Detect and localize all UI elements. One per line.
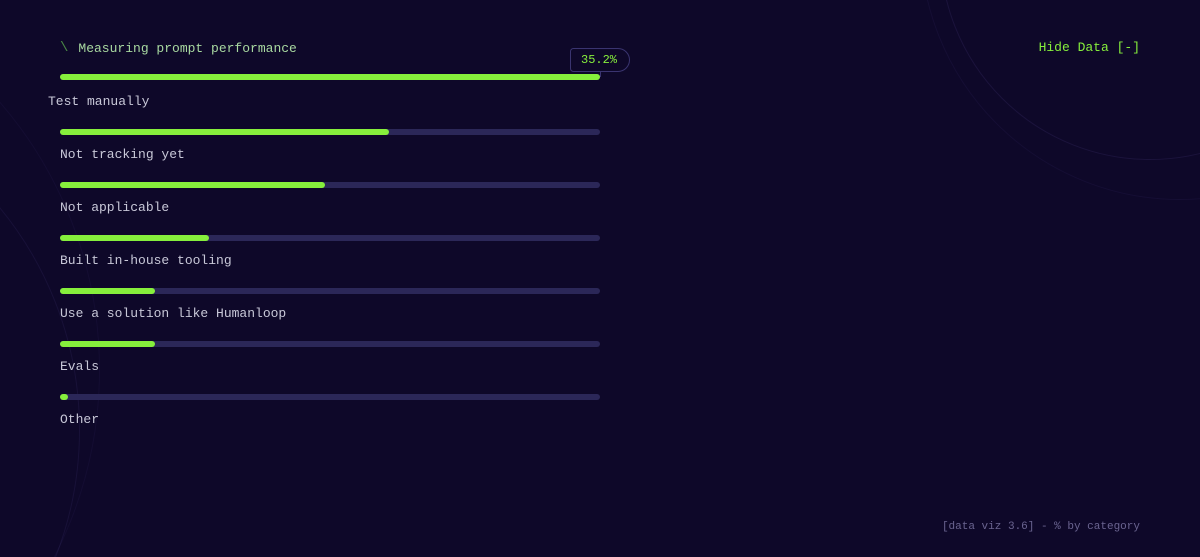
- bar-label: Other: [60, 412, 600, 427]
- bar-track: [60, 394, 600, 400]
- bar-track: [60, 182, 600, 188]
- hide-data-toggle[interactable]: Hide Data [-]: [1039, 40, 1140, 55]
- bar-label: Evals: [60, 359, 600, 374]
- bar-fill: [60, 341, 155, 347]
- chart-card: \ Measuring prompt performance Hide Data…: [60, 40, 1140, 527]
- bar-fill: [60, 235, 209, 241]
- chart-area: 35.2%Test manually Not tracking yet Not ap…: [60, 74, 600, 427]
- bar-fill: [60, 288, 155, 294]
- bar-label: Use a solution like Humanloop: [60, 306, 600, 321]
- bar-row: Built in-house tooling: [60, 235, 600, 268]
- bar-track: [60, 341, 600, 347]
- bar-fill: [60, 74, 600, 80]
- bar-row: Not applicable: [60, 182, 600, 215]
- bar-track: [60, 288, 600, 294]
- bar-row: Other: [60, 394, 600, 427]
- bar-label: Not applicable: [60, 200, 600, 215]
- bar-label: Test manually: [48, 94, 600, 109]
- bar-fill: [60, 394, 68, 400]
- bar-row: Use a solution like Humanloop: [60, 288, 600, 321]
- bar-track: [60, 74, 600, 80]
- bar-row: Not tracking yet: [60, 129, 600, 162]
- bar-track: [60, 235, 600, 241]
- bar-row: Evals: [60, 341, 600, 374]
- highlight-wrap: 35.2%: [60, 74, 600, 80]
- bar-track: [60, 129, 600, 135]
- chart-title-wrap: \ Measuring prompt performance: [60, 40, 297, 56]
- bar-fill: [60, 129, 389, 135]
- value-badge: 35.2%: [570, 48, 630, 72]
- bar-row: 35.2%Test manually: [60, 74, 600, 109]
- bar-fill: [60, 182, 325, 188]
- footer-note: [data viz 3.6] - % by category: [942, 521, 1140, 533]
- chart-title: Measuring prompt performance: [78, 41, 296, 56]
- bar-label: Not tracking yet: [60, 147, 600, 162]
- bar-label: Built in-house tooling: [60, 253, 600, 268]
- backslash-icon: \: [60, 40, 68, 56]
